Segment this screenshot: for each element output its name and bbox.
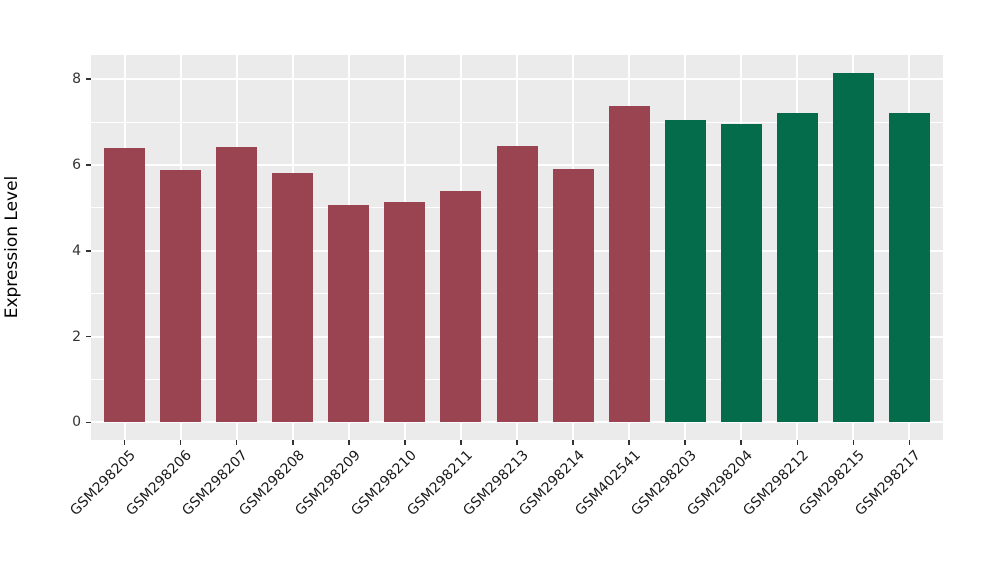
x-tick-mark	[572, 440, 574, 445]
bar-GSM298215	[832, 72, 874, 423]
x-tick-mark	[796, 440, 798, 445]
x-tick-mark	[852, 440, 855, 445]
x-tick-mark	[460, 440, 462, 445]
bar-GSM298212	[776, 112, 818, 423]
y-tick-mark	[85, 421, 91, 424]
y-tick-mark	[85, 250, 91, 252]
bar-GSM298210	[384, 202, 426, 423]
y-tick-mark	[85, 335, 91, 338]
x-tick-mark	[292, 440, 294, 445]
bar-GSM298207	[216, 146, 258, 423]
bar-GSM298203	[664, 120, 706, 423]
x-tick-mark	[404, 440, 406, 445]
x-tick-mark	[628, 440, 630, 445]
bar-GSM298205	[104, 147, 146, 423]
plot-panel	[91, 55, 943, 440]
x-tick-mark	[740, 440, 742, 445]
x-tick-mark	[908, 440, 911, 445]
x-tick-mark	[684, 440, 686, 445]
x-tick-mark	[179, 440, 182, 445]
y-tick-label: 2	[72, 328, 81, 345]
bar-GSM298213	[496, 145, 538, 423]
x-tick-mark	[235, 440, 238, 445]
bar-GSM298209	[328, 204, 370, 423]
y-tick-label: 6	[72, 157, 81, 173]
bar-GSM298214	[552, 169, 594, 423]
bar-GSM298208	[272, 173, 314, 423]
y-tick-mark	[85, 78, 91, 80]
y-tick-label: 0	[72, 414, 81, 431]
bar-GSM298206	[160, 169, 202, 423]
x-tick-mark	[123, 440, 126, 445]
bar-GSM298204	[720, 124, 762, 423]
x-tick-mark	[516, 440, 518, 445]
bar-GSM402541	[608, 106, 650, 423]
y-tick-label: 4	[72, 242, 81, 259]
y-tick-label: 8	[72, 71, 81, 88]
x-tick-mark	[348, 440, 350, 445]
bar-GSM298217	[888, 113, 930, 423]
bar-GSM298211	[440, 190, 482, 423]
y-tick-mark	[85, 164, 91, 166]
